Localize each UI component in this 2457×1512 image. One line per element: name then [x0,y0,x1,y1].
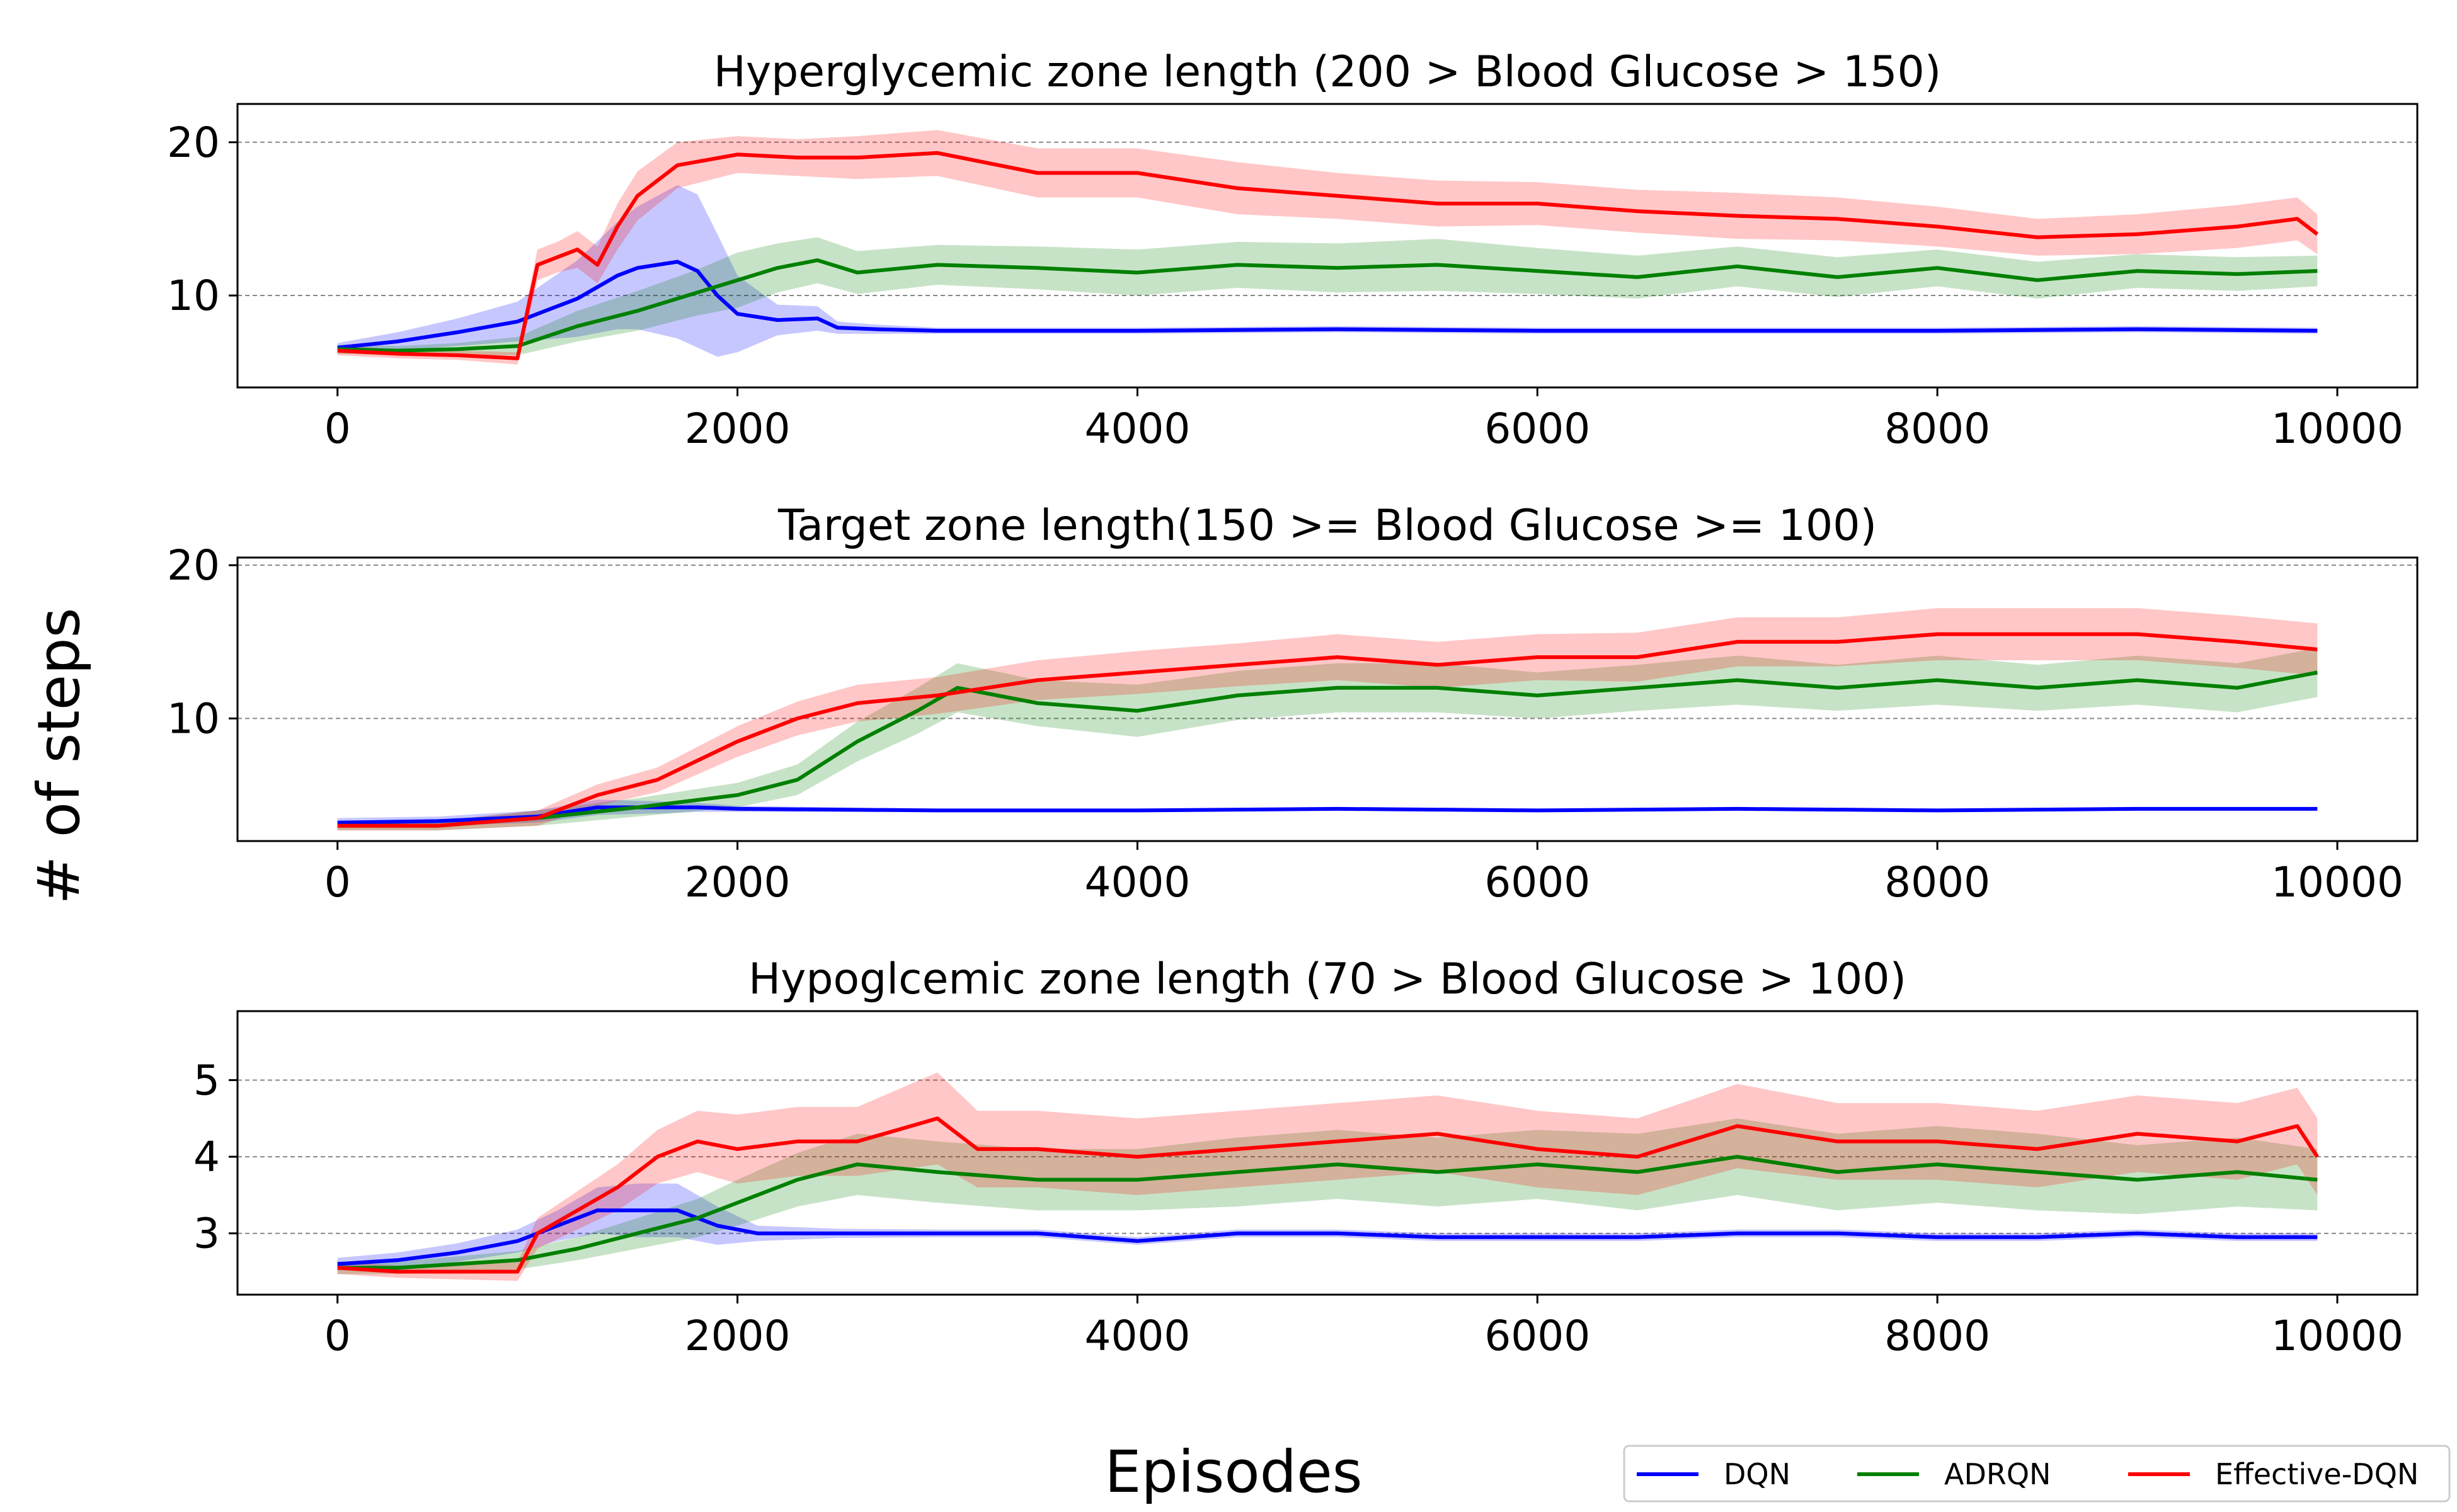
x-tick-label: 2000 [685,1312,791,1360]
y-tick-label: 3 [193,1210,220,1258]
x-tick-label: 0 [324,1312,351,1360]
plot-area [337,608,2318,830]
x-tick-label: 10000 [2271,858,2403,907]
confidence-band-adrqn [337,1118,2318,1274]
y-tick-label: 20 [167,118,220,167]
x-tick-label: 8000 [1884,858,1990,907]
legend-label-dqn: DQN [1724,1457,1790,1491]
x-tick-label: 6000 [1484,858,1590,907]
subplot-title: Hyperglycemic zone length (200 > Blood G… [714,47,1942,97]
plot-area [337,1072,2319,1281]
subplot-1: 0 2000 4000 6000 8000 10000 10 20 Hyperglycemic … [167,47,2419,453]
series-line-adrqn [337,1155,2318,1270]
y-tick-label: 5 [193,1056,220,1104]
x-axis-label: Episodes [1104,1438,1362,1506]
x-tick-label: 8000 [1884,1312,1990,1360]
y-axis-label: # of steps [25,607,93,904]
x-tick-label: 2000 [685,858,791,907]
x-tick-label: 4000 [1084,404,1190,453]
series-line-effective-dqn [337,1116,2319,1274]
subplot-3: 0 2000 4000 6000 8000 10000 3 4 5 Hypoglcemic zon… [193,954,2419,1360]
x-tick-label: 4000 [1084,858,1190,907]
axes-frame [236,556,2419,842]
series-line-effective-dqn [337,632,2318,828]
y-tick-label: 4 [193,1133,220,1181]
series-line-adrqn [337,670,2318,828]
series-line-dqn [337,1208,2318,1266]
axes-frame [236,1010,2419,1296]
subplots: 0 2000 4000 6000 8000 100001020Hyperglycemic … [167,47,2419,1360]
x-tick-label: 10000 [2271,404,2403,453]
legend-frame [1623,1445,2451,1503]
x-tick-label: 8000 [1884,404,1990,453]
legend-label-effective-dqn: Effective-DQN [2215,1457,2419,1491]
series-line-adrqn [337,258,2318,353]
axes-frame [236,103,2419,389]
subplot-2: 0 2000 4000 6000 8000 10000 10 20 Target zone le… [167,501,2419,907]
x-tick-label: 10000 [2271,1312,2403,1360]
legend-label-adrqn: ADRQN [1944,1457,2051,1491]
x-tick-label: 4000 [1084,1312,1190,1360]
confidence-band-adrqn [337,648,2318,830]
plot-area [337,130,2319,365]
x-tick-label: 6000 [1484,404,1590,453]
legend: DQN ADRQN Effective-DQN [1623,1445,2451,1503]
series-line-dqn [337,260,2318,350]
x-tick-label: 2000 [685,404,791,453]
x-tick-label: 6000 [1484,1312,1590,1360]
y-tick-label: 10 [167,694,220,743]
series-line-dqn [337,805,2318,825]
confidence-band-effective-dqn [337,1072,2318,1281]
y-tick-label: 10 [167,272,220,320]
x-tick-label: 0 [324,404,351,453]
series-line-effective-dqn [337,151,2319,360]
confidence-band-effective-dqn [337,608,2318,830]
x-tick-label: 0 [324,858,351,907]
subplot-title: Hypoglcemic zone length (70 > Blood Gluc… [748,954,1906,1004]
confidence-band-effective-dqn [337,130,2318,365]
subplot-title: Target zone length(150 >= Blood Glucose … [777,501,1877,551]
y-tick-label: 20 [167,541,220,590]
